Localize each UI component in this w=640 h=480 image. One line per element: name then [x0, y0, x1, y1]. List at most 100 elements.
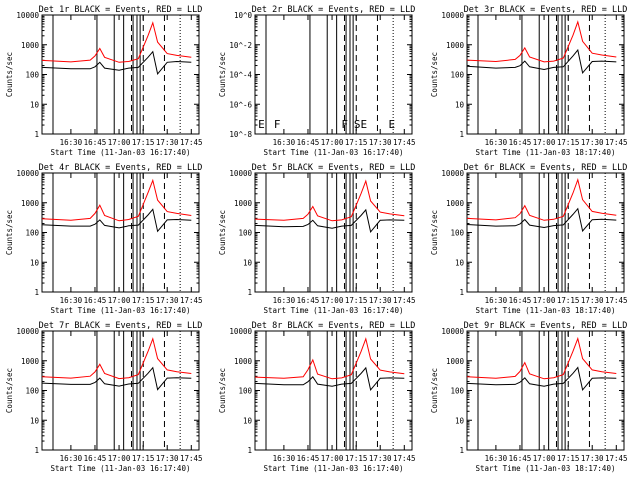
y-tick-label: 1 — [459, 288, 464, 297]
y-tick-label: 10000 — [441, 169, 464, 178]
x-tick-label: 16:30 — [485, 454, 508, 463]
y-tick-label: 10000 — [16, 169, 39, 178]
y-tick-label: 1 — [247, 288, 252, 297]
x-tick-label: 17:45 — [393, 454, 416, 463]
plot-frame — [466, 172, 625, 293]
y-tick-label: 100 — [450, 71, 464, 80]
y-tick-label: 1000 — [21, 357, 40, 366]
x-tick-label: 17:00 — [108, 454, 131, 463]
y-tick-label: 10^-8 — [229, 130, 252, 139]
panel-5: Det 5r BLACK = Events, RED = LLD Counts/s… — [218, 163, 416, 315]
x-tick-label: 16:30 — [485, 296, 508, 305]
x-tick-label: 17:30 — [156, 454, 179, 463]
y-axis-label: Counts/sec — [430, 52, 439, 97]
y-tick-label: 10 — [30, 100, 40, 109]
y-axis-label: Counts/sec — [430, 210, 439, 255]
chart-title: Det 5r BLACK = Events, RED = LLD — [252, 163, 416, 173]
panel-4: Det 4r BLACK = Events, RED = LLD Counts/s… — [5, 163, 203, 315]
y-tick-label: 1000 — [234, 357, 253, 366]
y-tick-label: 10000 — [441, 11, 464, 20]
x-tick-label: 17:45 — [180, 138, 203, 147]
lld-series-line — [41, 337, 192, 380]
chart-title: Det 6r BLACK = Events, RED = LLD — [464, 163, 628, 173]
x-axis-label: Start Time (11-Jan-03 16:17:40) — [264, 306, 404, 315]
x-tick-label: 17:15 — [557, 454, 580, 463]
x-tick-label: 17:15 — [557, 138, 580, 147]
panel-7: Det 7r BLACK = Events, RED = LLD Counts/s… — [5, 321, 203, 473]
x-tick-label: 17:30 — [156, 296, 179, 305]
lld-series-line — [254, 179, 405, 222]
y-tick-label: 1000 — [21, 41, 40, 50]
x-tick-label: 17:15 — [132, 454, 155, 463]
x-tick-label: 17:30 — [369, 138, 392, 147]
y-tick-label: 1000 — [234, 199, 253, 208]
y-axis-label: Counts/sec — [5, 368, 14, 413]
y-tick-label: 10 — [455, 416, 465, 425]
y-tick-label: 10 — [243, 416, 253, 425]
x-tick-label: 17:45 — [393, 138, 416, 147]
y-tick-label: 10^-6 — [229, 100, 252, 109]
x-axis-label: Start Time (11-Jan-03 18:17:40) — [476, 148, 616, 157]
x-tick-label: 16:45 — [84, 454, 107, 463]
y-axis-label: Counts/sec — [5, 52, 14, 97]
x-tick-label: 17:00 — [533, 296, 556, 305]
x-tick-label: 17:30 — [581, 138, 604, 147]
y-tick-label: 1000 — [446, 41, 465, 50]
y-tick-label: 10^0 — [234, 11, 253, 20]
events-series-line — [41, 208, 192, 233]
y-tick-label: 1000 — [446, 199, 465, 208]
x-tick-label: 16:45 — [84, 296, 107, 305]
chart-title: Det 3r BLACK = Events, RED = LLD — [464, 5, 628, 15]
chart-title: Det 9r BLACK = Events, RED = LLD — [464, 321, 628, 331]
x-tick-label: 16:30 — [273, 454, 296, 463]
events-series-line — [466, 207, 617, 233]
panel-3: Det 3r BLACK = Events, RED = LLD Counts/s… — [430, 5, 628, 157]
x-tick-label: 16:45 — [297, 296, 320, 305]
flag-label: F — [341, 118, 348, 131]
x-tick-label: 17:30 — [156, 138, 179, 147]
x-tick-label: 17:30 — [581, 296, 604, 305]
events-series-line — [466, 48, 617, 75]
lld-series-line — [466, 336, 617, 380]
chart-title: Det 2r BLACK = Events, RED = LLD — [252, 5, 416, 15]
panel-1: Det 1r BLACK = Events, RED = LLD Counts/s… — [5, 5, 203, 157]
y-tick-label: 100 — [25, 387, 39, 396]
chart-title: Det 8r BLACK = Events, RED = LLD — [252, 321, 416, 331]
x-tick-label: 17:45 — [180, 454, 203, 463]
plot-frame — [254, 14, 413, 135]
y-tick-label: 100 — [450, 387, 464, 396]
events-series-line — [41, 50, 192, 76]
x-axis-label: Start Time (11-Jan-03 16:17:40) — [51, 464, 191, 473]
panel-8: Det 8r BLACK = Events, RED = LLD Counts/s… — [218, 321, 416, 473]
y-tick-label: 100 — [450, 229, 464, 238]
chart-title: Det 4r BLACK = Events, RED = LLD — [39, 163, 203, 173]
x-tick-label: 16:30 — [485, 138, 508, 147]
y-tick-label: 10 — [455, 258, 465, 267]
y-tick-label: 1000 — [21, 199, 40, 208]
x-tick-label: 16:45 — [297, 454, 320, 463]
x-tick-label: 17:00 — [321, 454, 344, 463]
panel-6: Det 6r BLACK = Events, RED = LLD Counts/s… — [430, 163, 628, 315]
y-tick-label: 10000 — [16, 327, 39, 336]
x-tick-label: 17:00 — [533, 138, 556, 147]
x-tick-label: 17:15 — [345, 454, 368, 463]
x-axis-label: Start Time (11-Jan-03 16:17:40) — [264, 464, 404, 473]
plot-frame — [41, 330, 200, 451]
plot-frame — [254, 330, 413, 451]
events-series-line — [254, 208, 405, 234]
plot-frame — [466, 330, 625, 451]
x-tick-label: 17:15 — [132, 138, 155, 147]
lld-series-line — [466, 177, 617, 221]
x-tick-label: 17:00 — [108, 296, 131, 305]
x-tick-label: 16:30 — [273, 138, 296, 147]
panel-9: Det 9r BLACK = Events, RED = LLD Counts/s… — [430, 321, 628, 473]
x-tick-label: 17:15 — [345, 138, 368, 147]
x-axis-label: Start Time (11-Jan-03 16:17:40) — [51, 306, 191, 315]
y-tick-label: 10000 — [441, 327, 464, 336]
y-tick-label: 10000 — [229, 169, 252, 178]
lld-series-line — [466, 20, 617, 63]
x-tick-label: 16:30 — [60, 296, 83, 305]
y-tick-label: 10^-2 — [229, 41, 252, 50]
lld-series-line — [254, 337, 405, 380]
